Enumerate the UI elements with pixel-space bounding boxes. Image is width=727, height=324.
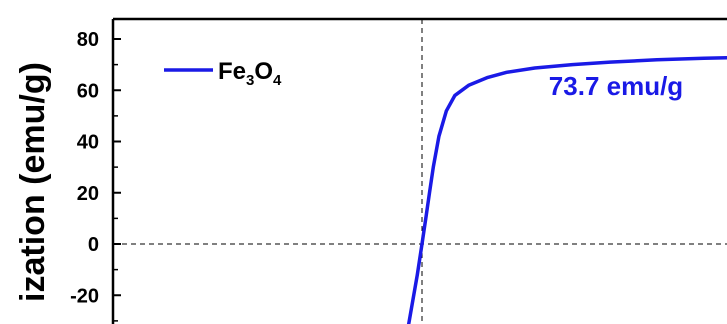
y-tick-label: 0: [88, 234, 99, 256]
y-axis-ticks: 80 60 40 20 0 -20: [70, 29, 121, 322]
legend-text-o: O: [254, 58, 273, 85]
y-tick-label: 20: [77, 183, 99, 205]
saturation-annotation: 73.7 emu/g: [549, 71, 683, 101]
legend-label-fe3o4: Fe3O4: [218, 58, 282, 89]
y-tick-label: 40: [77, 132, 99, 154]
y-tick-label: 60: [77, 80, 99, 102]
y-tick-label: -20: [70, 285, 99, 307]
series-line-fe3o4: [406, 55, 727, 324]
y-axis-title: ization (emu/g): [14, 62, 52, 302]
legend-subscript-3: 3: [246, 72, 254, 89]
y-tick-label: 80: [77, 29, 99, 51]
legend-subscript-4: 4: [273, 72, 282, 89]
legend: Fe3O4: [164, 58, 282, 89]
legend-text-fe: Fe: [218, 58, 246, 85]
